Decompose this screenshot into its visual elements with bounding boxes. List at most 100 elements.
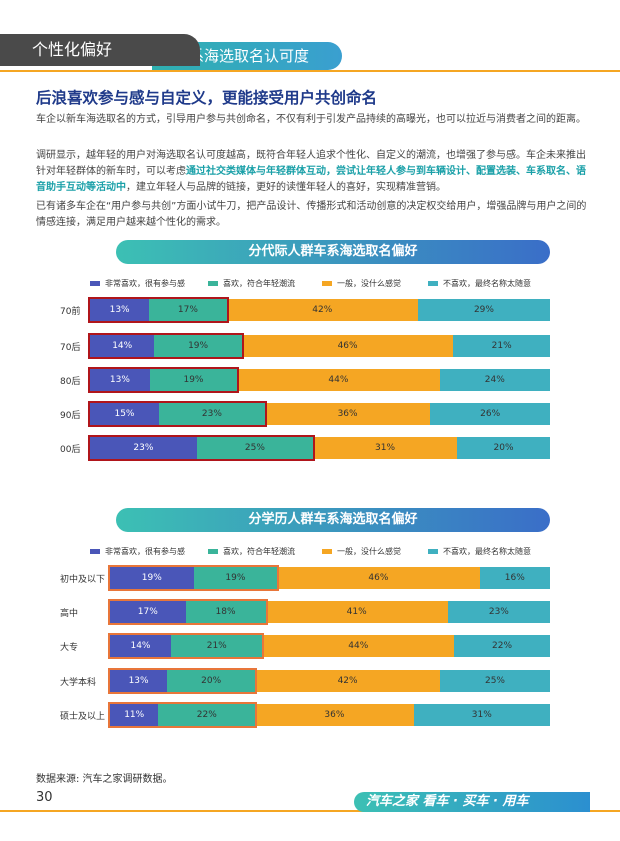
category-label: 硕士及以上 bbox=[60, 712, 106, 722]
bar-segment: 11% bbox=[110, 704, 159, 726]
legend-item: 不喜欢，最终名称太随意 bbox=[428, 546, 531, 557]
legend-item: 一般，没什么感觉 bbox=[322, 546, 401, 557]
bar-segment: 26% bbox=[430, 403, 550, 425]
category-label: 00后 bbox=[60, 445, 81, 455]
bar-segment: 15% bbox=[90, 403, 159, 425]
bar-segment: 29% bbox=[417, 299, 550, 321]
footer-brand: 汽车之家 看车 · 买车 · 用车 bbox=[354, 792, 590, 812]
bar-segment: 19% bbox=[193, 567, 278, 589]
bar-segment: 17% bbox=[149, 299, 227, 321]
stacked-bar: 14% 19% 46% 21% bbox=[90, 335, 550, 357]
bar-segment: 25% bbox=[439, 670, 550, 692]
bar-segment: 14% bbox=[90, 335, 155, 357]
chart-title: 分代际人群车系海选取名偏好 bbox=[116, 240, 550, 264]
bar-segment: 23% bbox=[447, 601, 550, 623]
legend-swatch bbox=[90, 281, 100, 286]
bar-segment: 24% bbox=[439, 369, 550, 391]
stacked-bar: 13% 17% 42% 29% bbox=[90, 299, 550, 321]
bar-segment: 13% bbox=[90, 369, 150, 391]
category-label: 70前 bbox=[60, 307, 81, 317]
category-label: 大学本科 bbox=[60, 678, 97, 688]
data-source: 数据来源: 汽车之家调研数据。 bbox=[36, 774, 173, 785]
legend-swatch bbox=[90, 549, 100, 554]
stacked-bar: 17% 18% 41% 23% bbox=[110, 601, 550, 623]
bar-segment: 31% bbox=[313, 437, 458, 459]
stacked-bar: 15% 23% 36% 26% bbox=[90, 403, 550, 425]
paragraph-2-a: 调研显示，越年轻的用户对海选取名认可度越高，既符合年轻人追求个性化、自定义的潮流… bbox=[36, 150, 586, 177]
legend-swatch bbox=[208, 549, 218, 554]
bar-segment: 42% bbox=[226, 299, 418, 321]
bar-segment: 31% bbox=[413, 704, 550, 726]
legend-swatch bbox=[322, 549, 332, 554]
bar-segment: 17% bbox=[110, 601, 186, 623]
stacked-bar: 11% 22% 36% 31% bbox=[110, 704, 550, 726]
bar-segment: 23% bbox=[90, 437, 197, 459]
legend-item: 非常喜欢，很有参与感 bbox=[90, 546, 185, 557]
stacked-bar: 23% 25% 31% 20% bbox=[90, 437, 550, 459]
category-label: 初中及以下 bbox=[60, 575, 106, 585]
stacked-bar: 19% 19% 46% 16% bbox=[110, 567, 550, 589]
bar-segment: 16% bbox=[479, 567, 550, 589]
bar-segment: 21% bbox=[170, 635, 263, 657]
page-header: 车系海选取名认可度 个性化偏好 bbox=[0, 34, 620, 74]
legend-label: 喜欢，符合年轻潮流 bbox=[223, 547, 295, 556]
highlight-box bbox=[108, 599, 268, 625]
bar-segment: 19% bbox=[110, 567, 194, 589]
bar-segment: 22% bbox=[454, 635, 550, 657]
paragraph-2-b: ，建立年轻人与品牌的链接，更好的读懂年轻人的喜好，实现精准营销。 bbox=[126, 182, 446, 193]
header-section: 个性化偏好 bbox=[0, 34, 200, 66]
legend-swatch bbox=[322, 281, 332, 286]
highlight-box bbox=[108, 565, 280, 591]
highlight-box bbox=[88, 435, 316, 461]
legend-swatch bbox=[208, 281, 218, 286]
bar-segment: 19% bbox=[149, 369, 238, 391]
bar-segment: 20% bbox=[167, 670, 256, 692]
paragraph-2: 调研显示，越年轻的用户对海选取名认可度越高，既符合年轻人追求个性化、自定义的潮流… bbox=[36, 148, 592, 196]
bar-segment: 13% bbox=[110, 670, 168, 692]
legend-item: 喜欢，符合年轻潮流 bbox=[208, 546, 295, 557]
legend-item: 不喜欢，最终名称太随意 bbox=[428, 278, 531, 289]
paragraph-1: 车企以新车海选取名的方式，引导用户参与共创命名，不仅有利于引发产品持续的高曝光，… bbox=[36, 114, 586, 125]
highlight-box bbox=[88, 367, 240, 393]
legend-swatch bbox=[428, 549, 438, 554]
footer-divider bbox=[0, 810, 620, 812]
paragraph-2-highlight: 通过社交类媒体与年轻群体互动，尝试让年轻人参与到车辆设计、配置选装、车系取名、语… bbox=[36, 166, 586, 193]
bar-segment: 19% bbox=[154, 335, 242, 357]
stacked-bar: 13% 20% 42% 25% bbox=[110, 670, 550, 692]
bar-segment: 42% bbox=[255, 670, 440, 692]
bar-segment: 21% bbox=[453, 335, 550, 357]
chart-legend: 非常喜欢，很有参与感 喜欢，符合年轻潮流 一般，没什么感觉 不喜欢，最终名称太随意 bbox=[90, 278, 560, 290]
stacked-bar: 13% 19% 44% 24% bbox=[90, 369, 550, 391]
header-divider bbox=[0, 70, 620, 72]
highlight-box bbox=[88, 401, 267, 427]
bar-segment: 20% bbox=[457, 437, 550, 459]
bar-segment: 46% bbox=[241, 335, 454, 357]
bar-segment: 18% bbox=[185, 601, 266, 623]
legend-label: 不喜欢，最终名称太随意 bbox=[443, 279, 531, 288]
highlight-box bbox=[108, 668, 258, 694]
legend-swatch bbox=[428, 281, 438, 286]
bar-segment: 46% bbox=[277, 567, 480, 589]
chart-legend: 非常喜欢，很有参与感 喜欢，符合年轻潮流 一般，没什么感觉 不喜欢，最终名称太随意 bbox=[90, 546, 560, 558]
highlight-box bbox=[108, 702, 258, 728]
highlight-box bbox=[108, 633, 265, 659]
headline: 后浪喜欢参与感与自定义，更能接受用户共创命名 bbox=[36, 89, 378, 107]
highlight-box bbox=[88, 333, 244, 359]
legend-label: 不喜欢，最终名称太随意 bbox=[443, 547, 531, 556]
bar-segment: 44% bbox=[262, 635, 455, 657]
bar-segment: 41% bbox=[265, 601, 448, 623]
highlight-box bbox=[88, 297, 229, 323]
bar-segment: 23% bbox=[159, 403, 265, 425]
category-label: 高中 bbox=[60, 609, 79, 619]
category-label: 70后 bbox=[60, 343, 81, 353]
category-label: 80后 bbox=[60, 377, 81, 387]
legend-label: 一般，没什么感觉 bbox=[337, 279, 401, 288]
legend-label: 喜欢，符合年轻潮流 bbox=[223, 279, 295, 288]
legend-label: 非常喜欢，很有参与感 bbox=[105, 279, 185, 288]
bar-segment: 13% bbox=[90, 299, 150, 321]
stacked-bar: 14% 21% 44% 22% bbox=[110, 635, 550, 657]
bar-segment: 44% bbox=[237, 369, 440, 391]
legend-item: 喜欢，符合年轻潮流 bbox=[208, 278, 295, 289]
page-number: 30 bbox=[36, 790, 53, 805]
category-label: 90后 bbox=[60, 411, 81, 421]
